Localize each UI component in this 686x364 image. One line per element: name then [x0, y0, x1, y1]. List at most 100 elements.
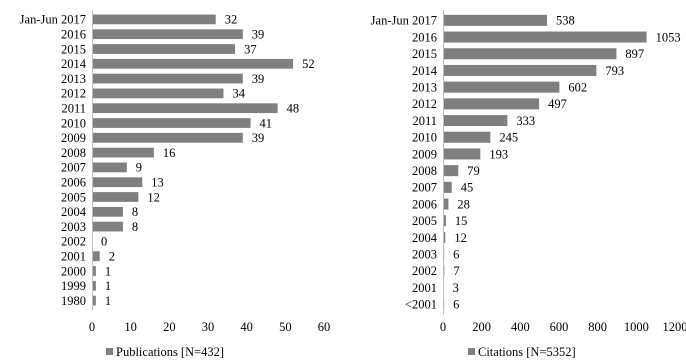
citations-category-label: 2012 [412, 97, 437, 111]
citations-value-label: 12 [454, 231, 467, 245]
publications-category-label: 2013 [61, 72, 86, 86]
citations-value-label: 602 [568, 80, 587, 94]
publications-category-label: 2009 [61, 131, 86, 145]
citations-x-tick-label: 800 [588, 320, 607, 334]
citations-bar [443, 148, 481, 160]
publications-value-label: 16 [163, 146, 176, 160]
citations-bar [443, 64, 597, 76]
citations-bar [443, 231, 446, 243]
publications-category-label: 2007 [61, 161, 86, 175]
citations-bar [443, 98, 540, 110]
publications-category-label: 2006 [61, 176, 86, 190]
publications-x-tick-label: 40 [240, 320, 253, 334]
citations-value-label: 6 [453, 298, 459, 312]
publications-value-label: 9 [136, 161, 142, 175]
citations-value-label: 193 [489, 147, 508, 161]
publications-bar [92, 162, 127, 173]
publications-category-label: 2002 [61, 235, 86, 249]
publications-value-label: 37 [244, 42, 256, 56]
publications-value-label: 48 [287, 102, 300, 116]
publications-category-label: Jan-Jun 2017 [20, 13, 86, 27]
citations-bar [443, 48, 617, 60]
citations-category-label: 2015 [412, 47, 437, 61]
publications-bar [92, 280, 96, 291]
publications-bar [92, 192, 139, 202]
citations-category-label: 2011 [412, 114, 437, 128]
publications-value-label: 39 [252, 131, 264, 145]
citations-bar [443, 181, 452, 193]
citations-bar [443, 81, 560, 93]
publications-value-label: 0 [101, 235, 107, 249]
citations-bar [443, 14, 548, 26]
publications-value-label: 8 [132, 220, 138, 234]
citations-category-label: 2013 [412, 80, 437, 94]
citations-value-label: 3 [453, 281, 459, 295]
citations-category-label: 2007 [412, 181, 437, 195]
publications-x-tick-label: 30 [202, 320, 215, 334]
publications-category-label: 1999 [61, 279, 86, 293]
citations-category-label: <2001 [405, 298, 437, 312]
citations-x-tick-label: 600 [550, 320, 569, 334]
publications-value-label: 1 [105, 264, 111, 278]
publications-bar [92, 118, 251, 128]
publications-bar [92, 132, 243, 143]
citations-x-tick-label: 1000 [624, 320, 649, 334]
citations-value-label: 6 [453, 247, 459, 261]
publications-x-tick-label: 10 [124, 320, 137, 334]
citations-category-label: 2016 [412, 30, 437, 44]
citations-bar [443, 31, 647, 43]
citations-bar [443, 165, 459, 177]
citations-value-label: 333 [516, 114, 535, 128]
citations-category-label: 2009 [412, 147, 437, 161]
publications-x-tick-label: 50 [279, 320, 292, 334]
citations-bar [443, 115, 508, 127]
citations-value-label: 28 [457, 197, 470, 211]
publications-bar [92, 266, 96, 276]
citations-category-label: 2014 [412, 64, 438, 78]
citations-category-label: 2006 [412, 197, 437, 211]
publications-category-label: 2008 [61, 146, 86, 160]
citations-value-label: 79 [467, 164, 480, 178]
citations-category-label: 2001 [412, 281, 437, 295]
publications-category-label: 2015 [61, 42, 86, 56]
publications-bar [92, 206, 123, 217]
publications-value-label: 13 [151, 176, 164, 190]
publications-value-label: 41 [260, 116, 273, 130]
publications-category-label: 2011 [61, 102, 86, 116]
publications-bar [92, 103, 278, 114]
publications-x-tick-label: 20 [163, 320, 176, 334]
citations-category-label: 2010 [412, 131, 437, 145]
publications-value-label: 34 [232, 87, 245, 101]
citations-value-label: 1053 [656, 30, 681, 44]
citations-category-label: 2004 [412, 231, 438, 245]
publications-value-label: 1 [105, 279, 111, 293]
publications-value-label: 39 [252, 28, 264, 42]
publications-category-label: 2012 [61, 87, 86, 101]
publications-bar [92, 29, 243, 40]
publications-bar [92, 88, 224, 99]
publications-category-label: 2000 [61, 264, 86, 278]
citations-value-label: 897 [625, 47, 644, 61]
citations-x-tick-label: 1200 [663, 320, 686, 334]
publications-value-label: 32 [225, 13, 238, 27]
citations-value-label: 793 [605, 64, 624, 78]
publications-value-label: 1 [105, 294, 111, 308]
publications-x-tick-label: 60 [318, 320, 331, 334]
publications-bar [92, 44, 236, 54]
publications-bar [92, 221, 123, 232]
citations-category-label: 2003 [412, 247, 437, 261]
citations-value-label: 7 [453, 264, 459, 278]
publications-bar [92, 177, 143, 188]
publications-category-label: 2004 [61, 205, 87, 219]
citations-x-tick-label: 0 [440, 320, 446, 334]
publications-bar [92, 14, 216, 25]
publications-value-label: 39 [252, 72, 264, 86]
citations-value-label: 538 [556, 14, 575, 28]
citations-x-tick-label: 200 [472, 320, 491, 334]
publications-bar [92, 251, 100, 262]
publications-value-label: 52 [302, 57, 315, 71]
publications-category-label: 1980 [61, 294, 86, 308]
citations-value-label: 245 [499, 131, 518, 145]
citations-value-label: 15 [455, 214, 468, 228]
